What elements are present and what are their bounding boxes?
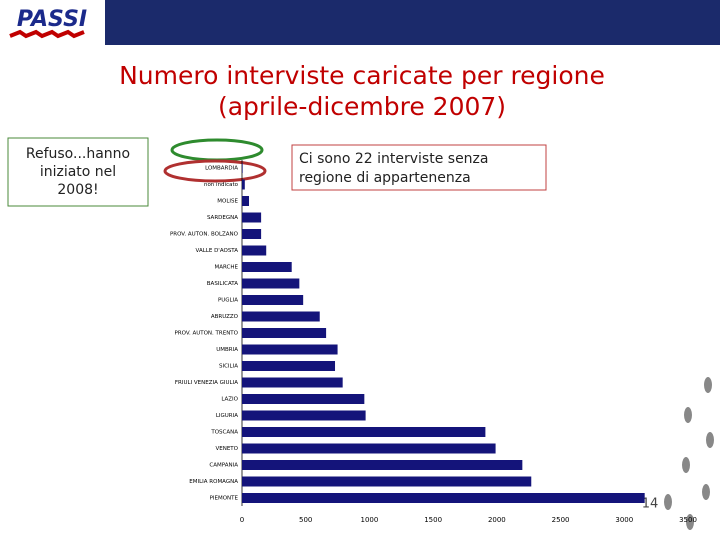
callout-right-box [291, 144, 547, 191]
bar [242, 179, 245, 190]
bar [242, 328, 327, 338]
bar [242, 295, 304, 305]
callout-right-text: regione di appartenenza [299, 170, 471, 186]
bar [242, 262, 292, 272]
bar [242, 394, 365, 404]
x-tick-label: 500 [299, 516, 312, 524]
y-tick-label: PIEMONTE [210, 496, 239, 502]
y-tick-label: MOLISE [217, 199, 238, 205]
x-tick-label: 1500 [424, 516, 442, 524]
y-tick-label: PROV. AUTON. TRENTO [175, 331, 239, 337]
bar [242, 493, 645, 503]
y-tick-label: non indicato [204, 182, 239, 188]
x-tick-label: 2000 [488, 516, 506, 524]
bar [242, 163, 243, 173]
bar [242, 377, 343, 388]
bar [242, 410, 366, 421]
bar [242, 460, 523, 470]
footprints [664, 377, 714, 530]
y-tick-label: LAZIO [221, 397, 238, 403]
y-tick-label: VALLE D'AOSTA [196, 248, 239, 254]
logo: PASSI [17, 7, 87, 32]
y-tick-label: EMILIA ROMAGNA [189, 479, 238, 485]
bar [242, 245, 267, 256]
header-bar [105, 0, 720, 45]
y-tick-label: BASILICATA [207, 281, 238, 287]
bar [242, 427, 486, 437]
y-tick-label: PUGLIA [218, 298, 238, 304]
callout-left-text: iniziato nel [40, 164, 116, 180]
y-tick-label: CAMPANIA [209, 463, 238, 469]
y-tick-label: UMBRIA [216, 347, 238, 353]
bar [242, 278, 300, 289]
y-tick-label: SARDEGNA [207, 215, 238, 221]
bar [242, 361, 336, 371]
chart-subtitle: (aprile-dicembre 2007) [218, 92, 506, 121]
x-tick-label: 3000 [615, 516, 633, 524]
y-tick-label: VENETO [215, 446, 238, 452]
y-tick-label: ABRUZZO [211, 314, 239, 320]
callout-left-text: 2008! [57, 182, 98, 198]
bar [242, 476, 532, 487]
x-tick-label: 0 [240, 516, 244, 524]
y-tick-label: TOSCANA [210, 430, 238, 436]
y-tick-label: LOMBARDIA [205, 166, 238, 172]
highlight-green [170, 138, 264, 162]
callout-right-text: Ci sono 22 interviste senza [299, 151, 488, 167]
x-tick-label: 2500 [552, 516, 570, 524]
callout-left-box [7, 137, 149, 207]
y-tick-label: PROV. AUTON. BOLZANO [170, 232, 239, 238]
y-tick-label: FRIULI VENEZIA GIULIA [175, 380, 238, 386]
bar [242, 196, 250, 206]
y-tick-label: MARCHE [214, 265, 238, 271]
bar [242, 344, 338, 355]
callout-left-text: Refuso...hanno [26, 146, 130, 162]
logo-mark [9, 29, 85, 39]
x-tick-label: 3500 [679, 516, 697, 524]
bar [242, 212, 262, 223]
bar [242, 311, 320, 322]
bar [242, 443, 496, 454]
y-tick-label: LIGURIA [216, 413, 238, 419]
bar [242, 229, 262, 239]
chart-title: Numero interviste caricate per regione [119, 61, 605, 90]
x-tick-label: 1000 [361, 516, 379, 524]
highlight-red [163, 159, 267, 183]
y-tick-label: SICILIA [219, 364, 238, 370]
page-number: 14 [642, 497, 659, 512]
